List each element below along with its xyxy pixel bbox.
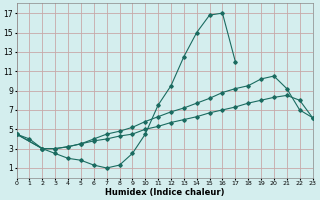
X-axis label: Humidex (Indice chaleur): Humidex (Indice chaleur) <box>105 188 224 197</box>
